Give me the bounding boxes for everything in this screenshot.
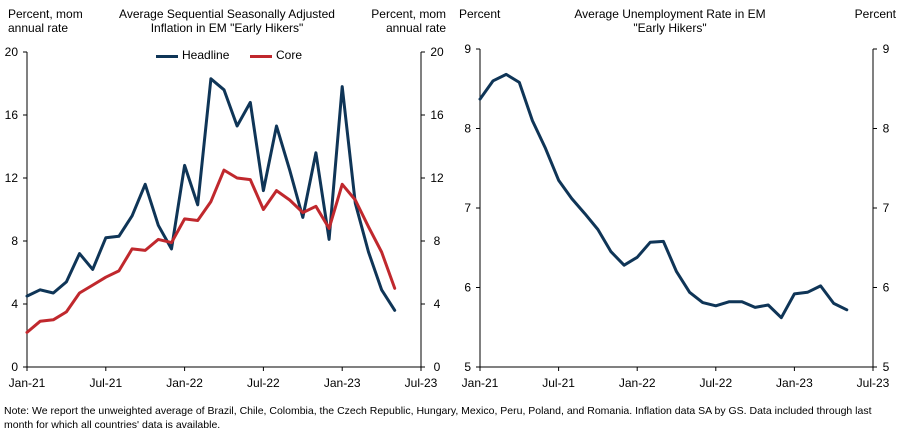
left-ytick-right-label: 12 [430,171,444,185]
right-series-unemployment-line [478,72,849,320]
right-ytick-right-label: 9 [883,42,890,56]
right-ytick-right-label: 5 [883,360,890,374]
left-xtick-label: Jul-21 [89,376,122,390]
right-xtick-label: Jul-23 [857,376,890,390]
right-ytick-left-label: 6 [464,281,471,295]
right-ylabel-right: Percent [830,7,896,21]
left-ylabel-left-text: Percent, mom annual rate [8,7,83,35]
left-xtick-label: Jul-22 [247,376,280,390]
left-ylabel-right-text: Percent, mom annual rate [371,7,446,35]
left-ytick-right-label: 16 [430,108,444,122]
right-chart-title-text: Average Unemployment Rate in EM "Early H… [574,7,766,35]
left-ytick-right-label: 0 [434,360,441,374]
right-xtick-label: Jul-22 [699,376,732,390]
right-ytick-left-label: 8 [464,122,471,136]
left-ytick-right-label: 20 [430,45,444,59]
left-ylabel-left: Percent, mom annual rate [8,7,118,35]
right-ytick-left-label: 7 [464,201,471,215]
right-xtick-label: Jan-21 [462,376,499,390]
right-ytick-right-label: 7 [883,201,890,215]
right-xtick-label: Jan-22 [619,376,656,390]
legend: Headline Core [156,48,326,64]
right-ylabel-right-text: Percent [854,7,896,21]
left-ytick-left-label: 20 [5,45,19,59]
left-ytick-left-label: 4 [11,297,18,311]
left-xtick-label: Jan-22 [166,376,203,390]
left-xtick-label: Jul-23 [405,376,438,390]
right-ylabel-left: Percent [459,7,500,21]
right-ylabel-left-text: Percent [459,7,501,21]
legend-label-headline: Headline [182,48,230,62]
right-ytick-left-label: 5 [464,360,471,374]
left-ytick-right-label: 8 [434,234,441,248]
left-xtick-label: Jan-21 [9,376,46,390]
legend-swatch-core [250,55,272,58]
left-series-headline-line [25,77,397,312]
legend-label-core: Core [276,48,303,62]
left-ytick-left-label: 8 [11,234,18,248]
right-xtick-label: Jan-23 [776,376,813,390]
left-ytick-left-label: 12 [5,171,19,185]
right-ytick-left-label: 9 [464,42,471,56]
left-xtick-label: Jan-23 [324,376,361,390]
footnote: Note: We report the unweighted average o… [4,405,872,431]
legend-swatch-headline [156,55,178,58]
left-chart-title-text: Average Sequential Seasonally Adjusted I… [119,7,335,35]
left-ytick-right-label: 4 [434,297,441,311]
left-series-core-line [25,168,397,334]
right-ytick-right-label: 8 [883,122,890,136]
left-ylabel-right: Percent, mom annual rate [348,7,446,35]
left-ytick-left-label: 0 [11,360,18,374]
right-ytick-right-label: 6 [883,281,890,295]
right-xtick-label: Jul-21 [542,376,575,390]
left-chart-title: Average Sequential Seasonally Adjusted I… [100,7,354,35]
right-chart-title: Average Unemployment Rate in EM "Early H… [565,7,775,35]
left-ytick-left-label: 16 [5,108,19,122]
